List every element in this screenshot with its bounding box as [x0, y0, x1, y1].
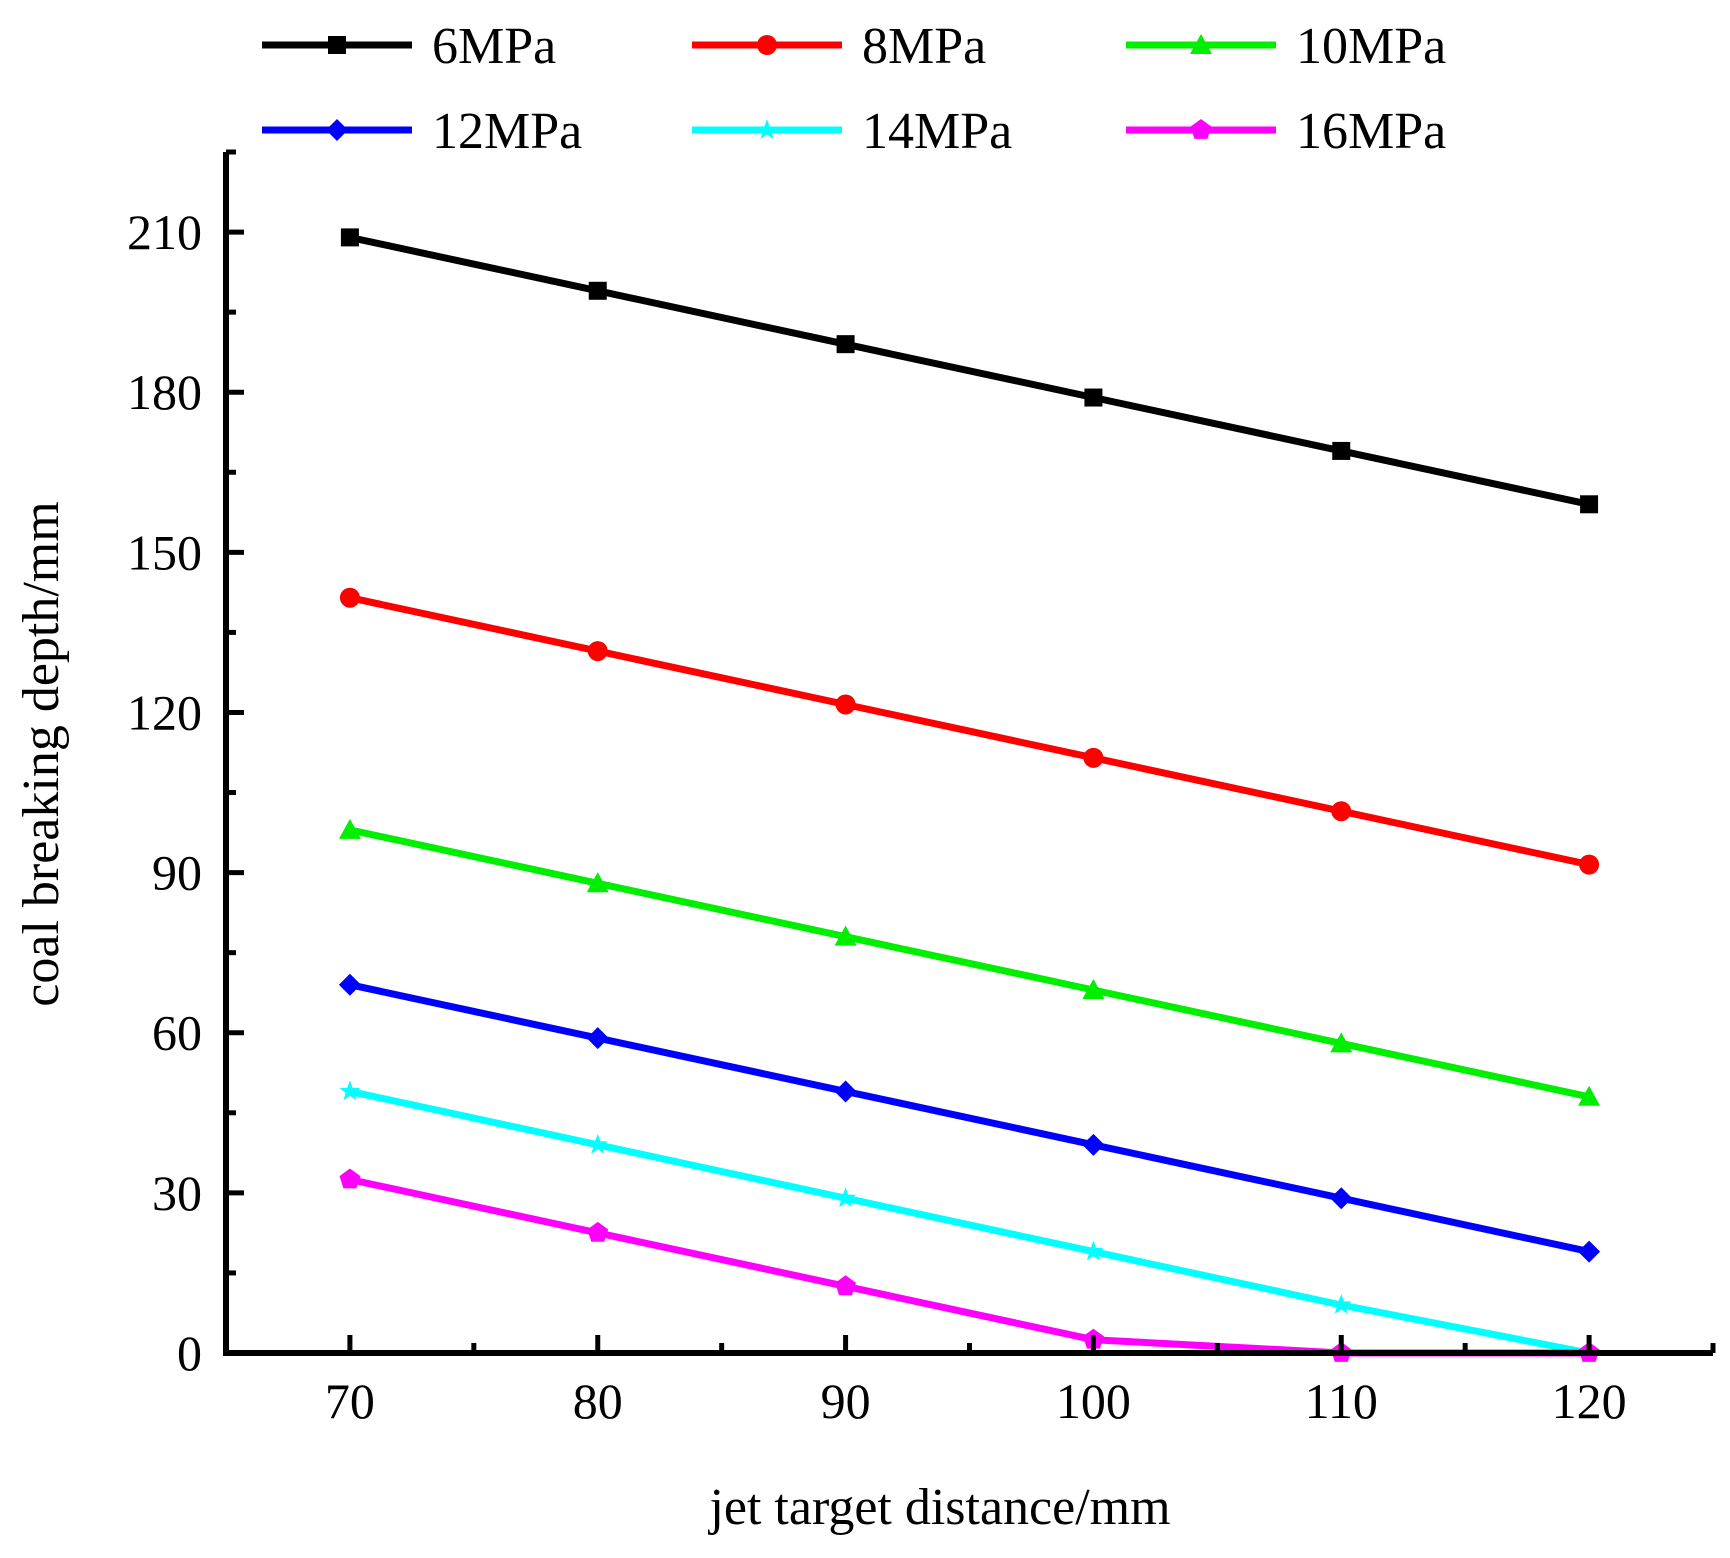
data-point-6mpa-120: [1580, 495, 1599, 514]
y-tick-label: 210: [127, 204, 202, 260]
y-tick-label: 0: [177, 1325, 202, 1381]
series-line-12mpa: [349, 981, 1590, 1256]
legend-label: 16MPa: [1296, 103, 1446, 160]
legend-label: 14MPa: [862, 103, 1012, 160]
axes: 0 30 60 90 120 150 180 210 70 80 90 100 110 120: [127, 149, 1716, 1429]
legend-marker: [326, 119, 348, 141]
series-8mpa: [339, 587, 1600, 875]
data-point-12mpa-100: [1082, 1133, 1105, 1156]
legend-label: 8MPa: [862, 18, 986, 75]
series-6mpa: [340, 228, 1599, 514]
data-point-8mpa-110: [1331, 801, 1352, 822]
series-line-16mpa: [349, 1176, 1590, 1357]
legend-label: 12MPa: [432, 103, 582, 160]
legend-label: 10MPa: [1296, 18, 1446, 75]
legend-marker: [757, 35, 777, 55]
x-tick-label: 70: [325, 1373, 375, 1429]
series-line-6mpa: [349, 233, 1590, 508]
data-point-14mpa-110: [1330, 1294, 1352, 1314]
series-line-8mpa: [349, 594, 1590, 869]
data-point-6mpa-100: [1084, 388, 1103, 407]
data-point-6mpa-110: [1332, 441, 1351, 460]
data-point-6mpa-70: [340, 228, 359, 247]
data-point-10mpa-90: [834, 925, 857, 946]
x-axis-title: jet target distance/mm: [707, 1479, 1170, 1536]
x-tick-label: 120: [1552, 1373, 1627, 1429]
legend-label: 6MPa: [432, 18, 556, 75]
y-axis-title: coal breaking depth/mm: [13, 501, 70, 1006]
data-point-8mpa-100: [1083, 747, 1104, 768]
y-tick-label: 30: [152, 1165, 202, 1221]
legend-marker: [328, 36, 346, 54]
series-line-14mpa: [349, 1087, 1590, 1357]
data-point-12mpa-120: [1578, 1240, 1601, 1263]
plot-area: 0 30 60 90 120 150 180 210 70 80 90 100 110 120: [127, 149, 1716, 1429]
y-tick-label: 180: [127, 364, 202, 420]
legend: 6MPa 8MPa 10MPa 12MPa 14MPa 16MPa: [262, 18, 1446, 160]
legend-marker: [756, 119, 778, 139]
data-point-14mpa-70: [339, 1080, 361, 1101]
data-point-12mpa-90: [834, 1080, 857, 1103]
series-16mpa: [339, 1168, 1600, 1362]
data-point-6mpa-90: [836, 335, 855, 354]
data-point-8mpa-70: [339, 587, 360, 608]
y-tick-label: 90: [152, 845, 202, 901]
y-tick-label: 120: [127, 684, 202, 740]
data-point-6mpa-80: [588, 281, 607, 300]
data-point-14mpa-100: [1083, 1240, 1104, 1261]
y-tick-label: 150: [127, 524, 202, 580]
legend-item-16mpa: 16MPa: [1126, 103, 1446, 160]
data-point-10mpa-110: [1330, 1032, 1353, 1053]
data-point-14mpa-80: [587, 1133, 609, 1154]
legend-item-12mpa: 12MPa: [262, 103, 582, 160]
data-point-8mpa-90: [835, 694, 856, 715]
data-point-10mpa-70: [338, 818, 361, 839]
series-layer: [338, 228, 1601, 1362]
legend-item-8mpa: 8MPa: [692, 18, 986, 75]
x-tick-label: 80: [573, 1373, 623, 1429]
data-point-16mpa-80: [587, 1221, 609, 1242]
data-point-14mpa-90: [835, 1187, 856, 1208]
data-point-12mpa-80: [586, 1027, 609, 1050]
data-point-16mpa-70: [339, 1168, 361, 1189]
x-tick-label: 110: [1305, 1373, 1378, 1429]
data-point-10mpa-100: [1082, 979, 1105, 1000]
data-point-12mpa-110: [1330, 1187, 1353, 1210]
series-line-10mpa: [349, 826, 1590, 1101]
legend-marker: [1190, 119, 1212, 139]
legend-item-6mpa: 6MPa: [262, 18, 556, 75]
data-point-12mpa-70: [338, 973, 361, 996]
data-point-10mpa-120: [1578, 1085, 1601, 1106]
x-tick-label: 100: [1056, 1373, 1131, 1429]
series-10mpa: [338, 818, 1601, 1106]
data-point-8mpa-80: [587, 641, 608, 662]
legend-marker: [1190, 34, 1212, 54]
x-tick-label: 90: [821, 1373, 871, 1429]
legend-item-14mpa: 14MPa: [692, 103, 1012, 160]
data-point-8mpa-120: [1579, 854, 1600, 875]
data-point-16mpa-90: [835, 1275, 856, 1296]
legend-item-10mpa: 10MPa: [1126, 18, 1446, 75]
data-point-10mpa-80: [586, 872, 609, 893]
series-12mpa: [338, 973, 1601, 1263]
y-tick-label: 60: [152, 1005, 202, 1061]
